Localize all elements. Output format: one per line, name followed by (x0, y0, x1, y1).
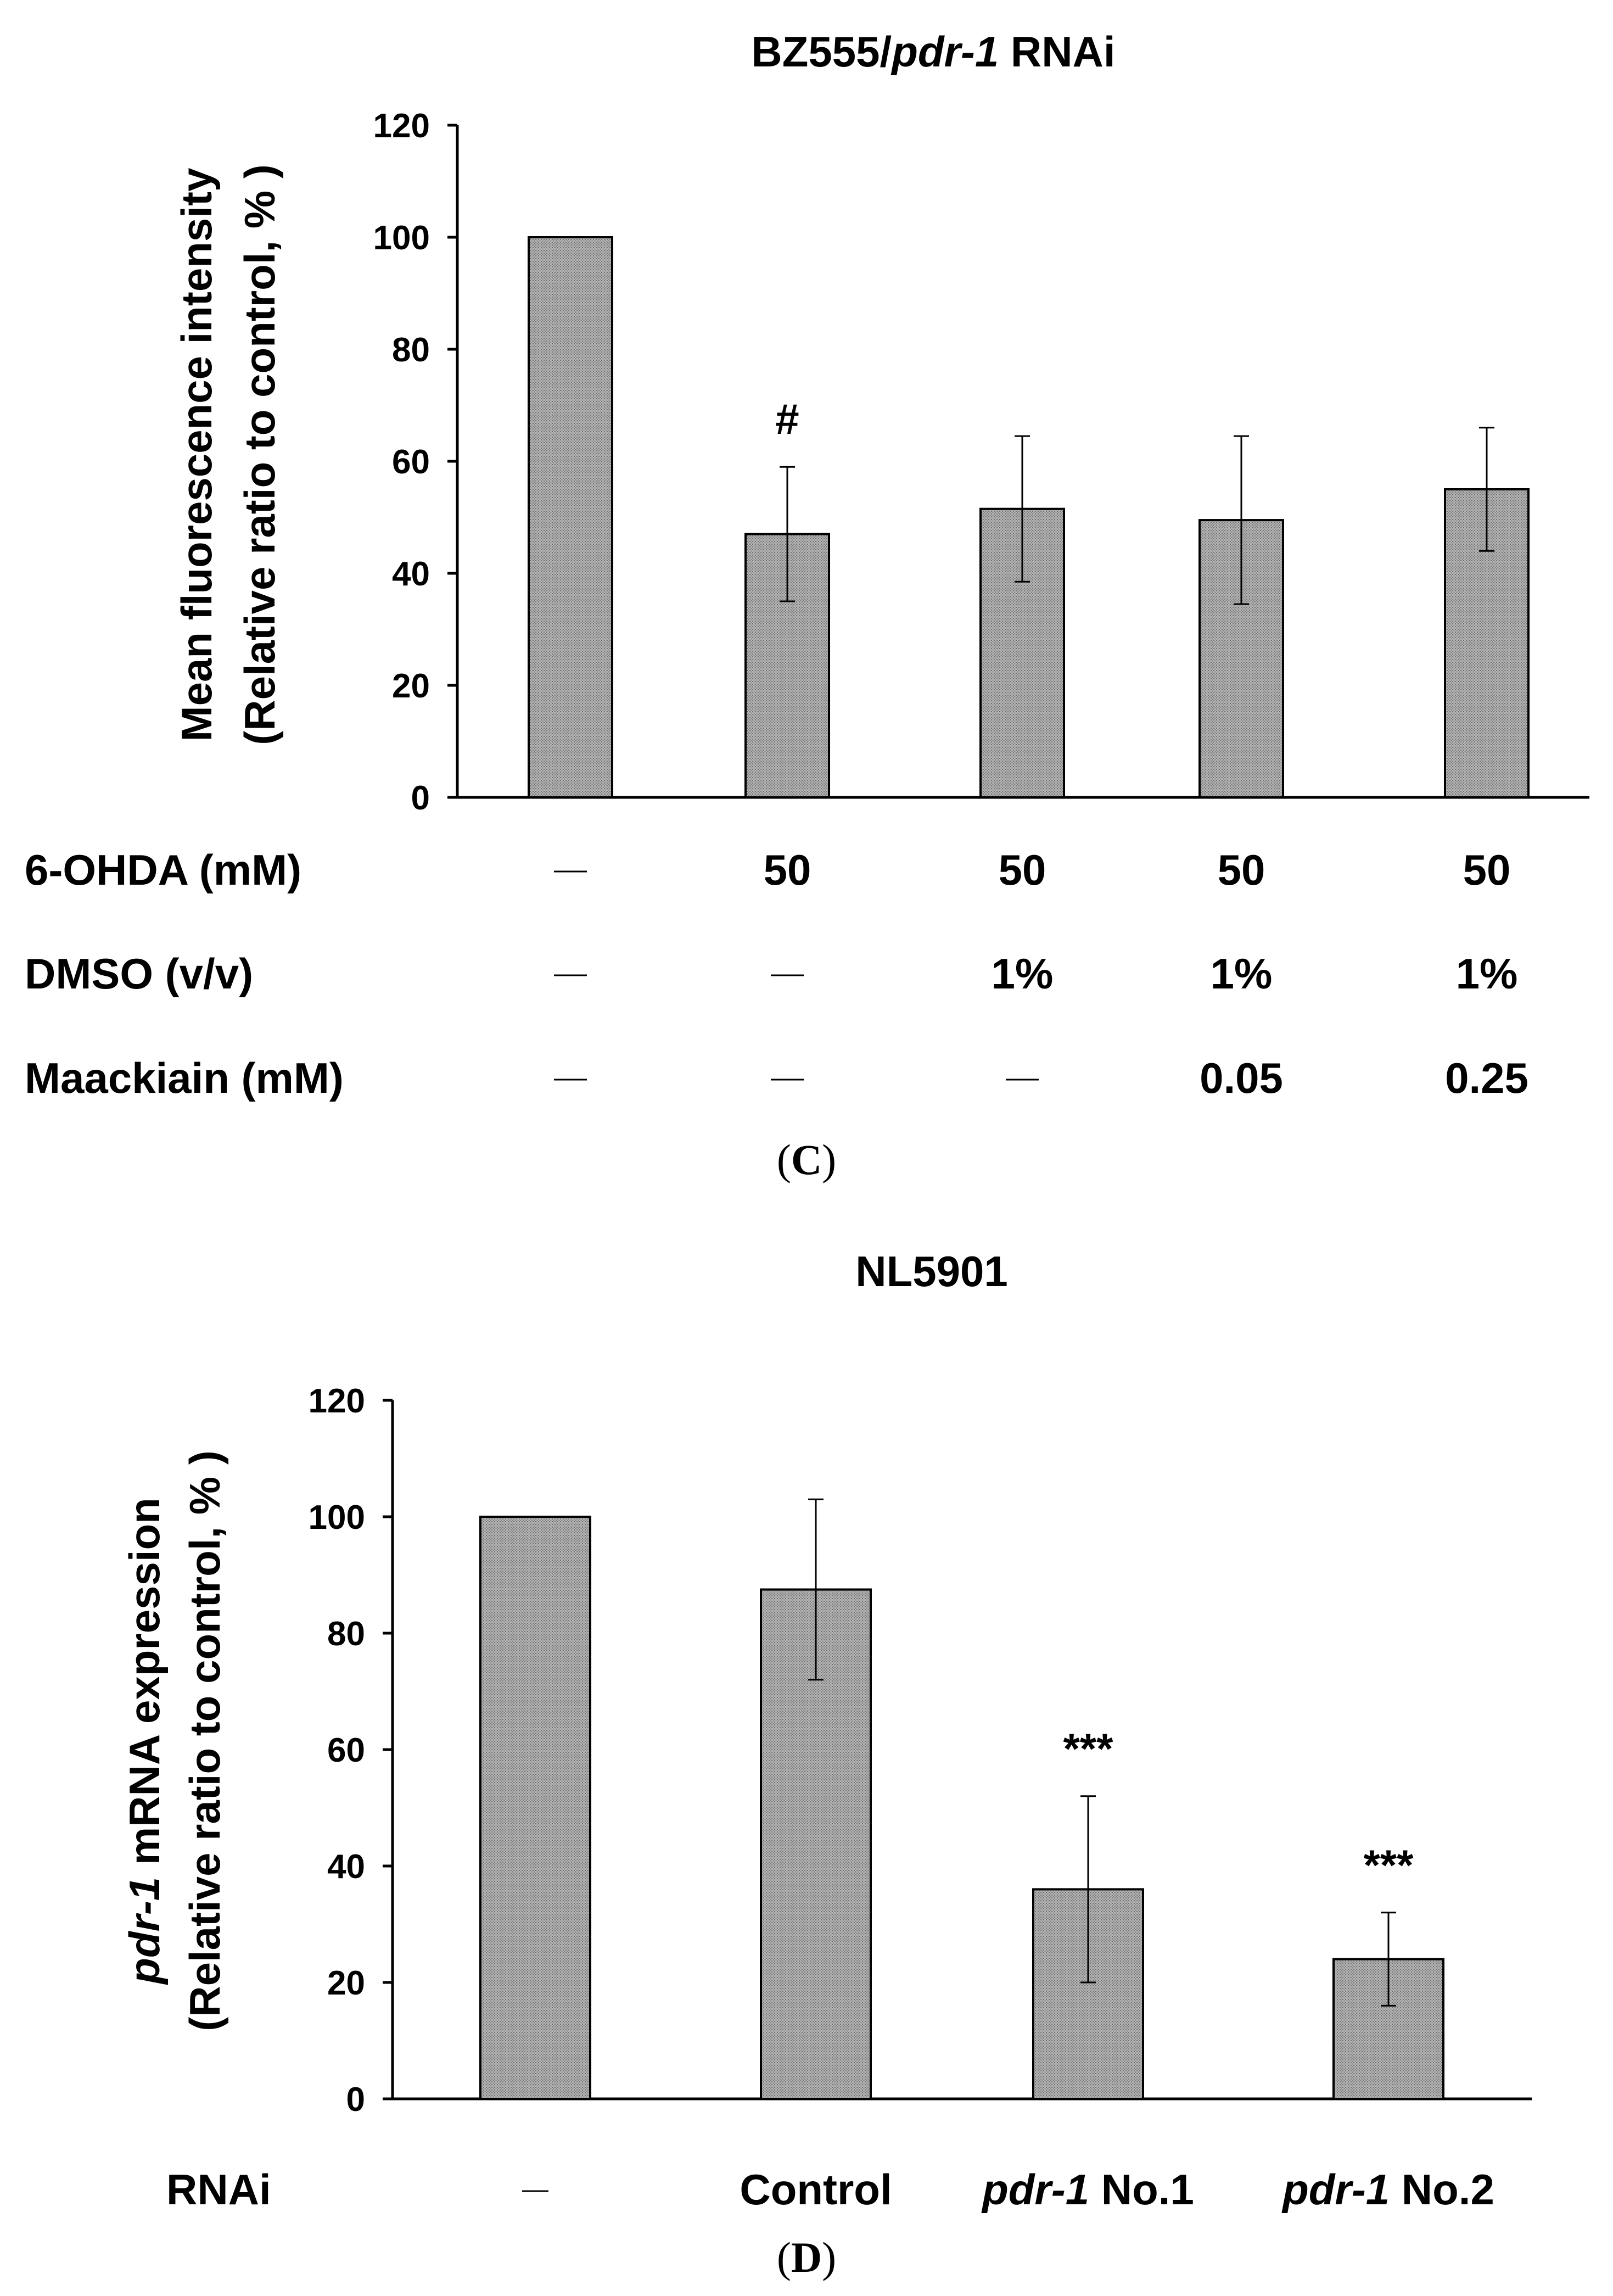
category-cell: pdr-1 No.1 (981, 2165, 1194, 2214)
panel-label-close: ) (822, 2233, 836, 2281)
category-cell: 50 (999, 846, 1046, 894)
y-tick-label: 80 (327, 1615, 365, 1653)
bar (479, 1516, 591, 2100)
y-tick-label: 120 (373, 107, 430, 145)
category-cell: 1% (1456, 949, 1518, 998)
chart-title: BZ555/pdr-1 RNAi (751, 27, 1115, 76)
y-tick-label: 80 (392, 331, 430, 369)
category-cell: — (1001, 1054, 1044, 1102)
category-cell: 1% (992, 949, 1054, 998)
category-cell-part: No.1 (1089, 2165, 1194, 2214)
y-axis-label-line1: Mean fluorescence intensity (172, 168, 221, 742)
category-cell: 0.25 (1445, 1054, 1528, 1102)
y-tick-label: 40 (392, 555, 430, 593)
category-cell: — (766, 1054, 809, 1102)
category-row-label: RNAi (166, 2165, 271, 2214)
category-row-label: DMSO (v/v) (25, 949, 253, 998)
chart-title-part: NL5901 (855, 1247, 1008, 1295)
significance-annotation: *** (1363, 1841, 1414, 1889)
category-cell: — (514, 2165, 557, 2214)
chart-title-part: RNAi (999, 27, 1115, 76)
y-tick-label: 100 (309, 1499, 365, 1537)
y-tick-label: 0 (346, 2081, 365, 2119)
y-axis-label-line1: pdr-1 mRNA expression (120, 1498, 169, 1985)
y-tick-label: 100 (373, 219, 430, 257)
category-cell: 0.05 (1200, 1054, 1283, 1102)
significance-annotation: *** (1063, 1724, 1113, 1773)
panel-label-letter: C (791, 1136, 822, 1183)
category-cell-part: Control (740, 2165, 892, 2214)
category-cell: — (549, 949, 592, 998)
y-tick-label: 0 (411, 779, 430, 817)
category-cell: — (549, 1054, 592, 1102)
y-tick-label: 20 (327, 1964, 365, 2002)
y-tick-label: 60 (327, 1731, 365, 1769)
category-cell-part: pdr-1 (981, 2165, 1089, 2214)
category-cell: Control (740, 2165, 892, 2214)
category-cell: — (549, 846, 592, 894)
y-tick-label: 120 (309, 1382, 365, 1420)
y-tick-label: 40 (327, 1848, 365, 1886)
category-row-label: 6-OHDA (mM) (25, 846, 301, 894)
category-row-label: Maackiain (mM) (25, 1054, 344, 1102)
y-tick-label: 60 (392, 443, 430, 481)
panel-label: (D) (777, 2233, 836, 2281)
category-cell-part: No.2 (1390, 2165, 1494, 2214)
chart-1: NL5901 0 20 40 60 80 100 120 pdr-1 mRNA expressi… (120, 1247, 1532, 2281)
chart-title-part: pdr-1 (890, 27, 999, 76)
category-cell: — (766, 949, 809, 998)
panel-label-close: ) (822, 1136, 836, 1183)
y-axis-label-line1-part: pdr-1 (120, 1877, 169, 1985)
y-axis-label-line1-part: mRNA expression (120, 1498, 169, 1877)
panel-label-letter: D (791, 2233, 822, 2281)
y-axis-label-line2: (Relative ratio to control, % ) (236, 164, 284, 745)
y-axis-label-line2: (Relative ratio to control, % ) (181, 1450, 229, 2031)
category-cell: 50 (1218, 846, 1265, 894)
panel-label: (C) (777, 1136, 836, 1183)
chart-0: BZ555/pdr-1 RNAi 0 20 40 60 80 100 120 Mean fluo… (25, 27, 1589, 1183)
chart-title: NL5901 (855, 1247, 1008, 1295)
bar (528, 236, 613, 798)
category-cell: 50 (764, 846, 811, 894)
panel-label-open: ( (777, 1136, 791, 1183)
category-cell: 1% (1211, 949, 1273, 998)
category-cell: 50 (1463, 846, 1511, 894)
chart-title-part: BZ555/ (751, 27, 892, 76)
category-cell-part: pdr-1 (1281, 2165, 1390, 2214)
category-cell: pdr-1 No.2 (1281, 2165, 1494, 2214)
panel-label-open: ( (777, 2233, 791, 2281)
y-tick-label: 20 (392, 667, 430, 705)
significance-annotation: # (775, 395, 799, 443)
y-axis-label-line1-part: Mean fluorescence intensity (172, 168, 221, 742)
